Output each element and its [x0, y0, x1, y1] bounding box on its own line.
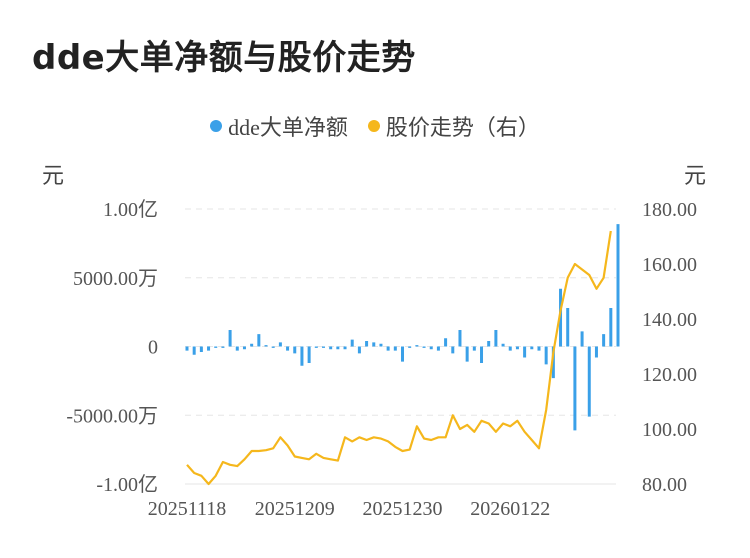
dde-bar — [580, 331, 584, 347]
dde-bar — [300, 346, 304, 366]
right-tick-label: 160.00 — [642, 254, 697, 276]
dde-bar — [393, 346, 397, 351]
right-tick-label: 120.00 — [642, 364, 697, 386]
dde-bar — [573, 346, 577, 431]
legend: dde大单净额 股价走势（右） — [0, 110, 750, 142]
legend-label-dde: dde大单净额 — [228, 115, 348, 140]
legend-label-price: 股价走势（右） — [385, 115, 540, 140]
dde-bar — [192, 346, 196, 355]
dde-bar — [264, 345, 268, 347]
dde-bar — [501, 343, 505, 347]
left-tick-label: -1.00亿 — [96, 473, 158, 496]
dde-bar — [408, 346, 412, 348]
dde-bar — [472, 346, 476, 351]
dde-bar — [199, 346, 203, 352]
dde-bar — [350, 339, 354, 347]
legend-dot-dde — [210, 120, 223, 132]
dde-bar — [242, 346, 246, 350]
dde-bar — [314, 346, 318, 348]
left-tick-label: -5000.00万 — [66, 405, 158, 427]
dde-bar — [278, 342, 282, 347]
legend-item-price[interactable]: 股价走势（右） — [367, 110, 540, 142]
left-tick-label: 1.00亿 — [103, 198, 158, 221]
dde-bar — [494, 330, 498, 347]
dde-bar — [436, 346, 440, 351]
dde-bar — [609, 308, 613, 347]
dde-bar — [458, 330, 462, 347]
dde-bar — [487, 341, 491, 347]
dde-bar — [508, 346, 512, 351]
dde-bar — [451, 346, 455, 354]
x-tick-label: 20251118 — [148, 498, 227, 520]
right-axis-unit: 元 — [684, 163, 707, 188]
dde-bar — [343, 346, 347, 350]
legend-dot-price — [367, 120, 380, 132]
x-tick-label: 20260122 — [470, 498, 550, 520]
dde-bar — [587, 346, 591, 417]
x-tick-label: 20251230 — [363, 498, 443, 520]
dde-bar — [228, 330, 232, 347]
legend-item-dde[interactable]: dde大单净额 — [210, 110, 348, 142]
x-tick-label: 20251209 — [255, 498, 335, 520]
dde-bar — [616, 224, 620, 347]
dde-bar — [444, 338, 448, 347]
dde-bar — [372, 342, 376, 347]
right-tick-label: 80.00 — [642, 474, 687, 496]
dde-bar — [530, 346, 534, 350]
dde-bar — [293, 346, 297, 354]
dde-bar — [357, 346, 361, 354]
dde-bar — [422, 346, 426, 348]
dde-bar — [537, 346, 541, 351]
dde-bar — [523, 346, 527, 358]
price-line — [186, 230, 612, 486]
dde-bar — [221, 346, 225, 348]
dde-bar — [336, 346, 340, 350]
dde-bar — [321, 346, 325, 348]
dde-bar — [429, 346, 433, 350]
dde-bar — [401, 346, 404, 362]
right-tick-label: 140.00 — [642, 309, 697, 331]
dde-bar — [544, 346, 548, 365]
dde-bar — [250, 343, 254, 347]
dde-bar — [594, 346, 598, 358]
dde-bar — [379, 343, 383, 347]
dde-bar — [207, 346, 211, 351]
dde-bar — [480, 346, 484, 363]
right-tick-label: 100.00 — [642, 419, 697, 441]
dde-bar — [307, 346, 311, 363]
dde-bar — [257, 334, 261, 347]
dde-bar — [271, 346, 275, 348]
dde-bar — [185, 346, 189, 351]
dde-bar — [365, 341, 369, 347]
dde-bar — [551, 346, 555, 379]
dde-bar — [235, 346, 239, 351]
left-axis-unit: 元 — [42, 163, 65, 188]
dde-bar — [329, 346, 333, 350]
dde-bar — [515, 346, 519, 350]
left-tick-label: 5000.00万 — [73, 268, 158, 290]
right-tick-label: 180.00 — [642, 199, 697, 221]
dde-bar — [602, 334, 606, 347]
dde-bar — [214, 346, 218, 348]
dde-bar — [559, 288, 563, 347]
dde-bar — [286, 346, 290, 351]
dde-bar — [566, 308, 570, 347]
dde-bar — [465, 346, 469, 362]
dde-bar — [415, 345, 419, 347]
dde-bar — [386, 346, 390, 351]
chart-title: dde大单净额与股价走势 — [32, 38, 416, 78]
left-tick-label: 0 — [148, 337, 158, 359]
